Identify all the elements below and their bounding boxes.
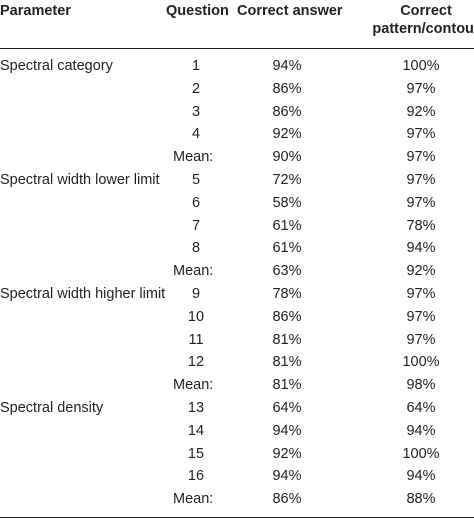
cell-correct-pattern: 100% (402, 445, 440, 462)
table-row: 10 86% 97% (0, 306, 474, 329)
cell-question: 14 (187, 422, 205, 439)
cell-correct-answer: 61% (272, 240, 302, 257)
cell-question: 16 (187, 468, 205, 485)
cell-question: 7 (191, 217, 201, 234)
table-row: Mean: 63% 92% (0, 260, 474, 283)
header-question: Question (166, 3, 229, 19)
cell-correct-answer: 58% (272, 194, 302, 211)
cell-correct-answer: 92% (272, 445, 302, 462)
cell-correct-pattern: 94% (406, 468, 436, 485)
cell-parameter: Spectral width higher limit (0, 286, 166, 302)
cell-correct-answer: 81% (272, 331, 302, 348)
cell-correct-pattern: 94% (406, 422, 436, 439)
cell-question: 13 (187, 400, 205, 416)
cell-question: 12 (187, 354, 205, 371)
cell-parameter: Spectral width lower limit (0, 172, 160, 188)
cell-correct-pattern: 97% (406, 172, 436, 188)
table-row: Spectral category 1 94% 100% (0, 55, 474, 78)
cell-correct-answer: 78% (272, 286, 302, 302)
cell-correct-pattern: 97% (406, 286, 436, 302)
table-row: Mean: 81% 98% (0, 374, 474, 397)
cell-correct-answer: 94% (272, 58, 302, 74)
cell-correct-pattern: 92% (406, 263, 436, 280)
cell-correct-pattern: 97% (406, 308, 436, 325)
table-row: 14 94% 94% (0, 420, 474, 443)
table-row: 12 81% 100% (0, 351, 474, 374)
cell-correct-pattern: 94% (406, 240, 436, 257)
cell-question: 4 (191, 126, 201, 143)
cell-correct-answer: 81% (272, 354, 302, 371)
cell-question: Mean: (173, 149, 214, 166)
cell-correct-answer: 86% (272, 80, 302, 97)
table-row: Spectral density 13 64% 64% (0, 397, 474, 420)
table-row: 4 92% 97% (0, 123, 474, 146)
cell-correct-pattern: 97% (406, 331, 436, 348)
bottom-rule (0, 517, 474, 518)
cell-question: 8 (191, 240, 201, 257)
table-row: 3 86% 92% (0, 101, 474, 124)
cell-question: 2 (191, 80, 201, 97)
cell-correct-answer: 86% (272, 308, 302, 325)
header-correct-pattern-line1: Correct (400, 3, 452, 19)
cell-question: 1 (191, 58, 201, 74)
cell-parameter: Spectral category (0, 58, 113, 74)
cell-question: Mean: (173, 491, 214, 508)
cell-correct-answer: 90% (272, 149, 302, 166)
cell-question: Mean: (173, 263, 214, 280)
header-correct-pattern-line2: pattern/contour (372, 21, 474, 37)
cell-correct-pattern: 100% (402, 354, 440, 371)
table-row: Spectral width higher limit 9 78% 97% (0, 283, 474, 306)
cell-correct-answer: 64% (272, 400, 302, 416)
cell-correct-answer: 94% (272, 422, 302, 439)
cell-correct-pattern: 92% (406, 103, 436, 120)
cell-parameter: Spectral density (0, 400, 104, 416)
table-row: 2 86% 97% (0, 78, 474, 101)
table-row: 7 61% 78% (0, 215, 474, 238)
cell-correct-answer: 63% (272, 263, 302, 280)
table-row: 15 92% 100% (0, 443, 474, 466)
cell-correct-pattern: 97% (406, 194, 436, 211)
cell-correct-answer: 86% (272, 491, 302, 508)
cell-correct-answer: 61% (272, 217, 302, 234)
cell-correct-pattern: 98% (406, 377, 436, 394)
cell-question: 10 (187, 308, 205, 325)
cell-question: 3 (191, 103, 201, 120)
cell-question: 15 (187, 445, 205, 462)
cell-correct-answer: 72% (272, 172, 302, 188)
table-row: Mean: 90% 97% (0, 146, 474, 169)
header-parameter: Parameter (0, 3, 71, 19)
cell-correct-answer: 94% (272, 468, 302, 485)
table-row: Mean: 86% 88% (0, 488, 474, 511)
table-row: 8 61% 94% (0, 237, 474, 260)
cell-question: 5 (191, 172, 201, 188)
table-row: Spectral width lower limit 5 72% 97% (0, 169, 474, 192)
cell-correct-pattern: 78% (406, 217, 436, 234)
cell-question: 11 (188, 331, 204, 348)
cell-correct-pattern: 64% (406, 400, 436, 416)
cell-correct-pattern: 97% (406, 80, 436, 97)
table-row: 6 58% 97% (0, 192, 474, 215)
cell-question: 6 (191, 194, 201, 211)
table-header: Parameter Question Correct answer Correc… (0, 0, 474, 52)
header-correct-pattern: Correct pattern/contour (366, 2, 474, 38)
table-row: 16 94% 94% (0, 465, 474, 488)
header-correct-answer: Correct answer (237, 3, 343, 19)
cell-correct-answer: 81% (272, 377, 302, 394)
cell-correct-pattern: 100% (402, 58, 440, 74)
table-row: 11 81% 97% (0, 329, 474, 352)
cell-question: Mean: (173, 377, 214, 394)
cell-correct-answer: 92% (272, 126, 302, 143)
cell-correct-answer: 86% (272, 103, 302, 120)
header-rule (0, 48, 474, 49)
cell-correct-pattern: 88% (406, 491, 436, 508)
cell-correct-pattern: 97% (406, 149, 436, 166)
cell-question: 9 (191, 286, 201, 302)
cell-correct-pattern: 97% (406, 126, 436, 143)
